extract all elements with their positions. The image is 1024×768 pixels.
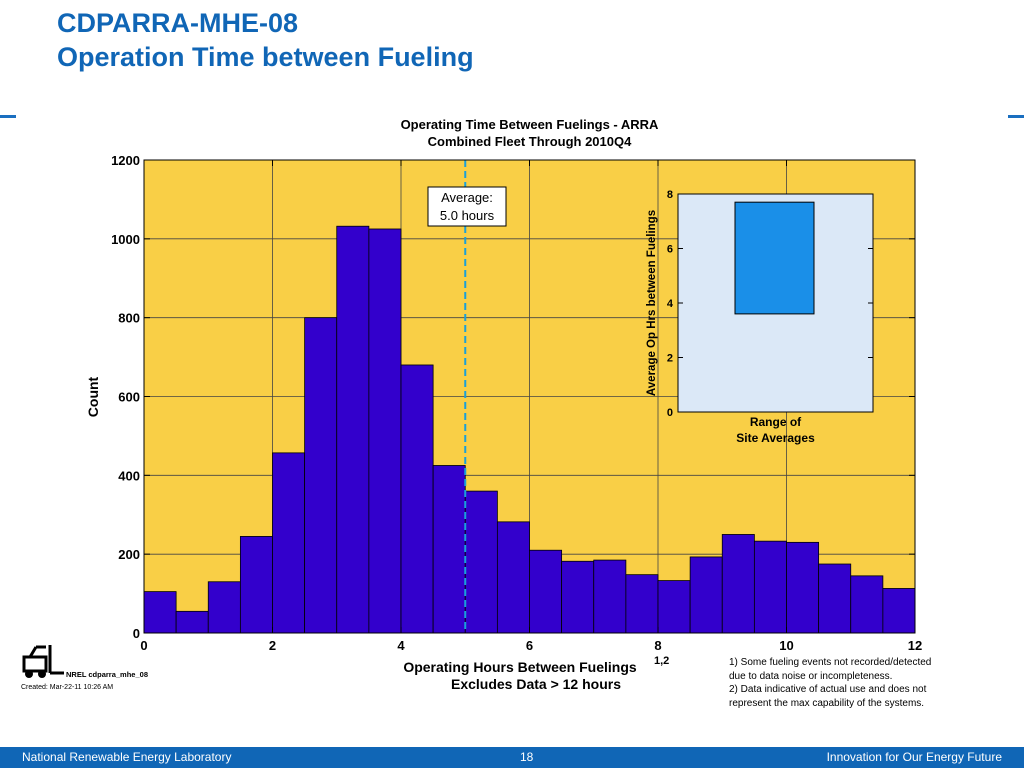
footer-tagline: Innovation for Our Energy Future (826, 750, 1002, 764)
x-tick-label: 4 (397, 638, 405, 653)
left-accent-line (0, 115, 16, 118)
chart-title: Operating Time Between Fuelings - ARRA (401, 117, 659, 132)
footnote-line: represent the max capability of the syst… (729, 697, 925, 709)
x-tick-label: 10 (779, 638, 793, 653)
histogram-bar (207, 581, 241, 634)
chart-subtitle: Combined Fleet Through 2010Q4 (428, 134, 632, 149)
histogram-bar (143, 591, 177, 634)
histogram-bar (496, 521, 530, 634)
histogram-bar (850, 575, 884, 634)
inset-x-axis-label: Range of (750, 415, 802, 429)
histogram-bar (368, 228, 402, 634)
x-tick-label: 8 (654, 638, 661, 653)
histogram-bar (432, 465, 466, 634)
histogram-bar (272, 452, 306, 634)
histogram-bar (529, 549, 563, 634)
histogram-bar (657, 580, 691, 634)
created-timestamp: Created: Mar-22-11 10:26 AM (21, 684, 114, 691)
inset-x-axis-label: Site Averages (736, 431, 815, 445)
x-tick-label: 6 (526, 638, 533, 653)
average-label: Average: (441, 190, 493, 205)
histogram-bar (239, 536, 273, 634)
footnote-line: 1) Some fueling events not recorded/dete… (729, 657, 932, 668)
histogram-bar (818, 563, 852, 634)
x-axis-note: Excludes Data > 12 hours (451, 676, 621, 692)
footnote-line: due to data noise or incompleteness. (729, 670, 893, 682)
footer-organization: National Renewable Energy Laboratory (22, 750, 232, 764)
inset-y-tick-label: 8 (667, 189, 673, 201)
y-axis-label: Count (85, 376, 101, 417)
x-tick-label: 12 (908, 638, 922, 653)
inset-y-tick-label: 2 (667, 353, 673, 365)
y-tick-label: 0 (133, 626, 140, 641)
inset-y-axis-label: Average Op Hrs between Fuelings (646, 210, 658, 396)
slide-title: CDPARRA-MHE-08 Operation Time between Fu… (57, 6, 474, 74)
y-tick-label: 400 (118, 468, 140, 483)
footnote-line: 2) Data indicative of actual use and doe… (729, 684, 927, 695)
histogram-bar (400, 364, 434, 634)
x-axis-label: Operating Hours Between Fuelings (403, 659, 637, 675)
average-value-label: 5.0 hours (440, 208, 495, 223)
average-label-box (427, 186, 507, 227)
inset-y-tick-label: 4 (667, 298, 674, 310)
histogram-bar (336, 225, 370, 634)
histogram-bar (786, 541, 820, 634)
logo-text: NREL cdparra_mhe_08 (66, 670, 148, 679)
histogram-bar (593, 559, 627, 634)
y-tick-label: 600 (118, 390, 140, 405)
y-tick-label: 200 (118, 547, 140, 562)
histogram-bar (625, 574, 659, 634)
forklift-icon (22, 645, 64, 678)
x-tick-label: 0 (140, 638, 147, 653)
histogram-bar (464, 490, 498, 634)
y-tick-label: 800 (118, 311, 140, 326)
footnotes: 1) Some fueling events not recorded/dete… (729, 656, 989, 710)
histogram-bar (689, 556, 723, 634)
histogram-bar (721, 534, 755, 634)
footer-page-number: 18 (520, 750, 534, 764)
histogram-bar (753, 540, 787, 634)
histogram-chart: 0 200 400 600 800 1000 1200 0 2 4 6 8 10 12 Operating … (85, 117, 922, 692)
x-tick-label: 2 (269, 638, 276, 653)
y-tick-label: 1200 (111, 153, 140, 168)
x-axis-label-superscript: 1,2 (654, 655, 669, 667)
footer-bar: National Renewable Energy Laboratory 18 … (0, 747, 1024, 768)
y-tick-label: 1000 (111, 232, 140, 247)
right-accent-line (1008, 115, 1024, 118)
inset-range-bar (734, 201, 815, 315)
slide-title-line2: Operation Time between Fueling (57, 42, 474, 72)
slide-title-line1: CDPARRA-MHE-08 (57, 8, 299, 38)
inset-y-tick-label: 0 (667, 407, 673, 419)
inset-y-tick-label: 6 (667, 244, 673, 256)
histogram-bar (561, 560, 595, 634)
histogram-bar (882, 588, 916, 634)
histogram-bar (175, 610, 209, 634)
histogram-bar (304, 317, 338, 634)
